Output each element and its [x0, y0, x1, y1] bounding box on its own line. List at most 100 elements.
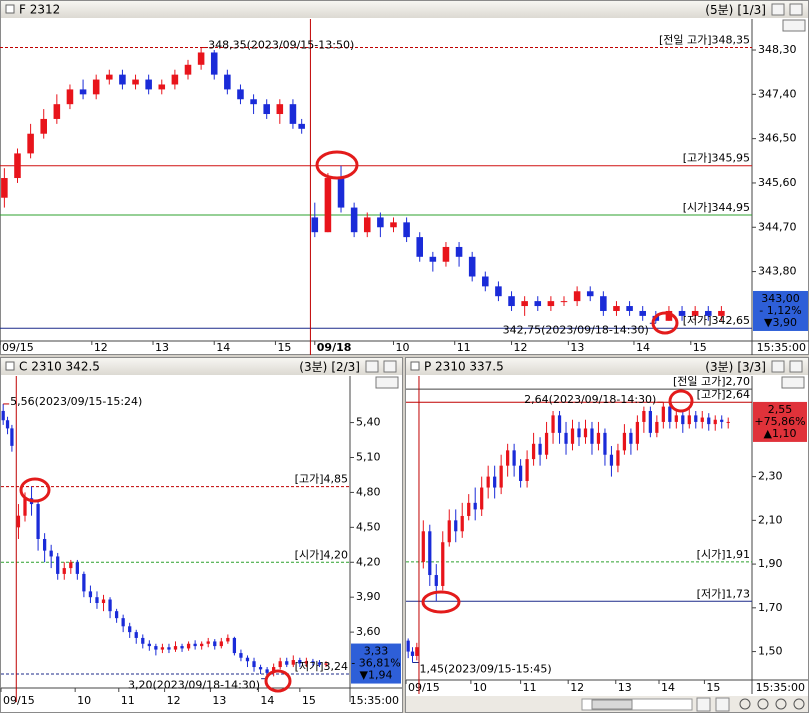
candle-body: [263, 104, 270, 115]
candle-body: [75, 562, 79, 574]
price-box: [753, 401, 807, 442]
panel-header: [1, 1, 808, 18]
candle-body: [655, 421, 659, 433]
header-button[interactable]: [383, 360, 397, 373]
plot-area: [406, 388, 752, 663]
y-tick-label: 2,10: [758, 513, 783, 526]
toolbar-button[interactable]: [715, 697, 730, 712]
candle-body: [36, 504, 40, 539]
candle-body: [10, 428, 14, 446]
candle-body: [285, 661, 289, 665]
candle-body: [171, 74, 179, 85]
zoom-button[interactable]: [739, 698, 751, 710]
level-label: [고가]345,95: [683, 152, 750, 165]
candle-body: [482, 276, 489, 287]
candle-body: [298, 123, 305, 129]
x-tick-label: 12: [570, 681, 584, 694]
candle-body: [232, 637, 237, 654]
candle-body: [547, 301, 555, 307]
candle-body: [648, 410, 652, 433]
candle-body: [557, 415, 562, 433]
panel-period: (3분) [3/3]: [705, 360, 766, 374]
x-tick-label: 14: [216, 341, 230, 354]
zoom-button[interactable]: [775, 698, 787, 710]
candle-body: [114, 611, 119, 619]
level-label: [시가]344,95: [683, 201, 750, 214]
candle-body: [278, 661, 282, 668]
time-label: 15:35:00: [350, 694, 399, 707]
header-button[interactable]: [789, 360, 803, 373]
candle-body: [224, 74, 231, 90]
candle-body: [455, 246, 463, 257]
candle-body: [468, 256, 476, 277]
level-label: [저가]342,65: [683, 314, 750, 327]
panel-title: F 2312: [19, 3, 60, 17]
panel: C 2310 342.5 (3분) [2/3] 5,40 5,10 4,80 4,50 4,2…: [0, 360, 402, 707]
price-box: [351, 643, 401, 684]
candle-body: [410, 651, 415, 656]
candle-body: [40, 118, 47, 134]
level-label: [전일 고가]2,70: [673, 374, 750, 388]
candle-body: [531, 443, 536, 460]
candle-body: [272, 667, 276, 673]
price-box-label: ▼1,94: [360, 669, 393, 682]
header-button[interactable]: [771, 3, 785, 16]
x-tick-label: 11: [457, 341, 471, 354]
candle-body: [49, 550, 53, 557]
candle-body: [311, 661, 315, 663]
candle-body: [429, 256, 437, 262]
zoom-button[interactable]: [757, 698, 769, 710]
x-tick-label: 09/15: [408, 681, 440, 694]
price-box-label: - 1,12%: [759, 304, 801, 317]
candle-body: [508, 296, 515, 307]
header-button[interactable]: [365, 360, 379, 373]
candle-body: [691, 310, 699, 316]
x-tick-label: 13: [618, 681, 632, 694]
candle-body: [616, 450, 620, 466]
y-tick-label: 3,90: [356, 590, 381, 603]
panel-title: P 2310 337.5: [424, 360, 504, 374]
annotation-label: 3,20(2023/09/18-14:30): [128, 679, 260, 692]
candle-body: [200, 643, 204, 647]
header-bullet: [5, 4, 15, 14]
level-label: [전일 고가]348,35: [659, 33, 750, 47]
price-box-label: 3,33: [364, 645, 389, 658]
candle-body: [258, 667, 263, 670]
highlight-ellipse: [264, 669, 292, 693]
candle-body: [337, 178, 345, 208]
candle-body: [700, 417, 704, 422]
candle-body: [442, 246, 450, 262]
annotation-label: 5,56(2023/09/15-15:24): [10, 395, 142, 408]
candle-body: [694, 415, 698, 422]
candle-body: [560, 301, 568, 303]
x-tick-label: 12: [94, 341, 108, 354]
candle-body: [311, 217, 319, 233]
toolbar-button[interactable]: [696, 697, 711, 712]
panel-frame: [0, 357, 403, 713]
level-label: [시가]4,20: [295, 548, 348, 561]
candle-body: [5, 420, 10, 429]
page-label: [3/3]: [737, 360, 766, 374]
x-tick-label: 12: [514, 341, 528, 354]
header-button[interactable]: [771, 360, 785, 373]
candle-body: [56, 556, 60, 574]
panel: F 2312 (5분) [1/3] 348,30 347,40 346,50 345,60 3…: [0, 3, 809, 355]
candle-body: [583, 428, 588, 438]
candle-body: [521, 301, 528, 307]
panel-header: [406, 358, 808, 375]
candle-body: [69, 562, 73, 569]
scrollbar[interactable]: [581, 698, 693, 711]
scroll-thumb[interactable]: [591, 699, 633, 710]
y-tick-label: 2,30: [758, 470, 783, 483]
x-tick-label: 13: [155, 341, 169, 354]
candle-body: [1, 178, 8, 198]
annotation-label: 348,35(2023/09/15-13:50): [208, 39, 354, 52]
zoom-button[interactable]: [793, 698, 805, 710]
header-button[interactable]: [789, 3, 803, 16]
candle-body: [210, 52, 218, 75]
candle-body: [180, 646, 184, 649]
price-box-label: ▼3,90: [764, 316, 797, 329]
candle-body: [88, 591, 93, 598]
highlight-ellipse: [668, 389, 694, 413]
x-tick-label: 10: [395, 341, 409, 354]
